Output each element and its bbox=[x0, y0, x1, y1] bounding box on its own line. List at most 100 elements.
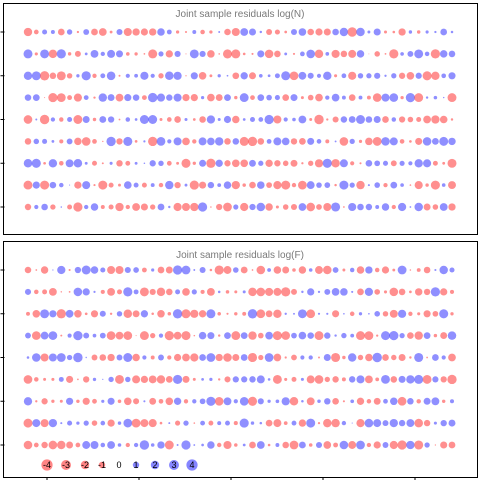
residual-bubble bbox=[233, 421, 238, 426]
residual-bubble bbox=[73, 93, 82, 102]
residual-bubble bbox=[240, 332, 248, 339]
residual-bubble bbox=[326, 312, 329, 315]
residual-bubble bbox=[109, 312, 113, 315]
residual-bubble bbox=[223, 115, 232, 124]
residual-bubble bbox=[148, 136, 158, 147]
residual-bubble bbox=[40, 331, 49, 340]
residual-bubble bbox=[442, 161, 446, 165]
residual-bubble bbox=[173, 374, 183, 384]
residual-bubble bbox=[117, 443, 122, 447]
residual-bubble bbox=[249, 441, 256, 449]
residual-bubble bbox=[132, 203, 141, 211]
residual-bubble bbox=[99, 310, 106, 317]
residual-bubble bbox=[90, 310, 99, 318]
residual-bubble bbox=[107, 287, 116, 296]
residual-bubble bbox=[157, 203, 165, 211]
residual-bubble bbox=[284, 52, 288, 56]
residual-bubble bbox=[240, 266, 248, 274]
residual-bubble bbox=[348, 202, 357, 212]
residual-bubble bbox=[267, 74, 271, 78]
residual-bubble bbox=[358, 139, 363, 143]
residual-bubble bbox=[307, 288, 315, 296]
residual-bubble bbox=[247, 396, 258, 406]
residual-bubble bbox=[356, 418, 365, 428]
residual-bubble bbox=[317, 421, 321, 425]
residual-bubble bbox=[73, 159, 83, 168]
residual-bubble bbox=[441, 399, 446, 404]
residual-bubble bbox=[123, 418, 133, 428]
residual-bubble bbox=[331, 352, 341, 363]
residual-bubble bbox=[390, 376, 398, 383]
residual-bubble bbox=[299, 138, 306, 145]
residual-bubble bbox=[293, 312, 295, 315]
residual-bubble bbox=[348, 353, 357, 362]
residual-bubble bbox=[83, 376, 90, 383]
residual-bubble bbox=[232, 353, 240, 362]
residual-bubble bbox=[174, 116, 181, 123]
residual-bubble bbox=[149, 160, 156, 167]
residual-bubble bbox=[132, 94, 140, 101]
residual-bubble bbox=[139, 287, 149, 297]
residual-bubble bbox=[140, 28, 148, 36]
residual-bubble bbox=[414, 49, 424, 59]
residual-bubble bbox=[98, 28, 107, 36]
residual-bubble bbox=[164, 331, 174, 341]
residual-bubble bbox=[200, 95, 205, 100]
residual-bubble bbox=[239, 396, 249, 406]
residual-bubble bbox=[123, 331, 133, 340]
residual-bubble bbox=[200, 420, 206, 426]
residual-bubble bbox=[181, 202, 191, 212]
residual-bubble bbox=[165, 71, 174, 81]
residual-bubble bbox=[39, 71, 50, 81]
residual-bubble bbox=[289, 440, 299, 450]
residual-bubble bbox=[140, 375, 149, 384]
residual-bubble bbox=[259, 30, 263, 34]
residual-bubble bbox=[440, 376, 447, 383]
residual-bubble bbox=[209, 377, 213, 382]
residual-bubble bbox=[82, 116, 90, 123]
residual-bubble bbox=[249, 203, 256, 211]
residual-bubble bbox=[448, 137, 456, 146]
residual-bubble bbox=[258, 332, 264, 339]
residual-bubble bbox=[90, 203, 99, 211]
residual-bubble bbox=[356, 375, 365, 384]
residual-bubble bbox=[274, 160, 281, 167]
residual-bubble bbox=[106, 71, 116, 81]
panel-top-bubbles bbox=[23, 27, 457, 212]
residual-bubble bbox=[23, 180, 33, 190]
residual-bubble bbox=[423, 310, 431, 318]
residual-bubble bbox=[390, 160, 397, 167]
residual-bubble bbox=[150, 443, 155, 447]
residual-bubble bbox=[250, 421, 255, 425]
residual-bubble bbox=[223, 397, 232, 406]
residual-bubble bbox=[314, 331, 324, 341]
residual-bubble bbox=[309, 118, 313, 121]
residual-bubble bbox=[77, 378, 79, 381]
residual-bubble bbox=[49, 288, 57, 296]
residual-bubble bbox=[349, 182, 355, 188]
residual-bubble bbox=[82, 441, 91, 449]
residual-bubble bbox=[266, 29, 273, 35]
residual-bubble bbox=[383, 398, 388, 404]
residual-bubble bbox=[109, 30, 113, 34]
residual-bubble bbox=[166, 160, 172, 166]
residual-bubble bbox=[199, 354, 206, 361]
residual-bubble bbox=[167, 139, 172, 144]
residual-bubble bbox=[298, 180, 307, 190]
residual-bubble bbox=[348, 94, 356, 101]
residual-bubble bbox=[192, 118, 196, 121]
panel-top-title: Joint sample residuals log(N) bbox=[176, 9, 305, 20]
residual-bubble bbox=[431, 115, 440, 124]
residual-bubble bbox=[165, 50, 173, 58]
residual-bubble bbox=[257, 398, 264, 405]
residual-bubble bbox=[159, 118, 163, 121]
residual-bubble bbox=[334, 334, 337, 337]
residual-bubble bbox=[339, 180, 349, 190]
residual-bubble bbox=[242, 311, 247, 316]
residual-bubble bbox=[33, 29, 39, 35]
residual-bubble bbox=[175, 289, 181, 295]
residual-bubble bbox=[23, 418, 33, 428]
residual-bubble bbox=[259, 421, 263, 425]
residual-bubble bbox=[298, 28, 307, 36]
residual-bubble bbox=[425, 183, 429, 187]
